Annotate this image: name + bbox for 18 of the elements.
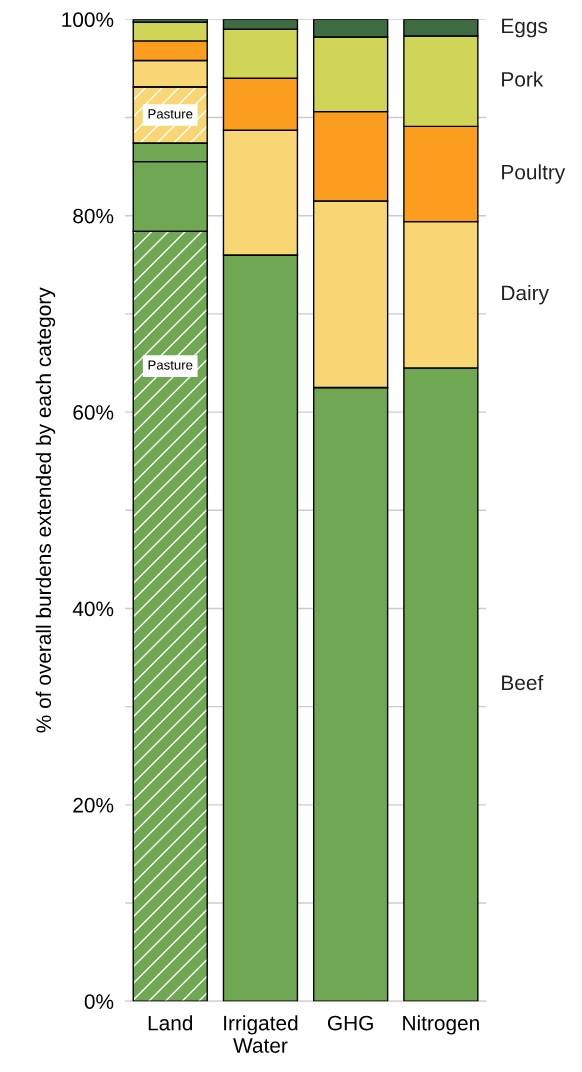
y-tick-label: 0% xyxy=(84,994,114,1009)
series-label: Poultry xyxy=(502,164,566,184)
x-tick-label: Irrigated Water xyxy=(224,1015,298,1053)
series-label: Pork xyxy=(502,71,544,87)
y-tick-label: 100% xyxy=(62,12,114,28)
x-tick-label: Land xyxy=(148,1015,193,1031)
series-label: Beef xyxy=(502,674,544,691)
series-label: Pasture xyxy=(148,109,193,119)
series-label: Dairy xyxy=(502,285,549,305)
x-tick-label: Nitrogen xyxy=(403,1015,479,1035)
y-axis-title: % of overall burdens extended by each category xyxy=(35,287,56,733)
y-tick-label: 60% xyxy=(73,405,114,420)
x-tick-label: GHG xyxy=(327,1015,373,1031)
y-tick-label: 80% xyxy=(73,208,114,224)
series-label: Pasture xyxy=(148,360,193,370)
series-label: Eggs xyxy=(502,18,548,38)
y-tick-label: 40% xyxy=(72,601,114,617)
y-tick-label: 20% xyxy=(73,797,114,813)
